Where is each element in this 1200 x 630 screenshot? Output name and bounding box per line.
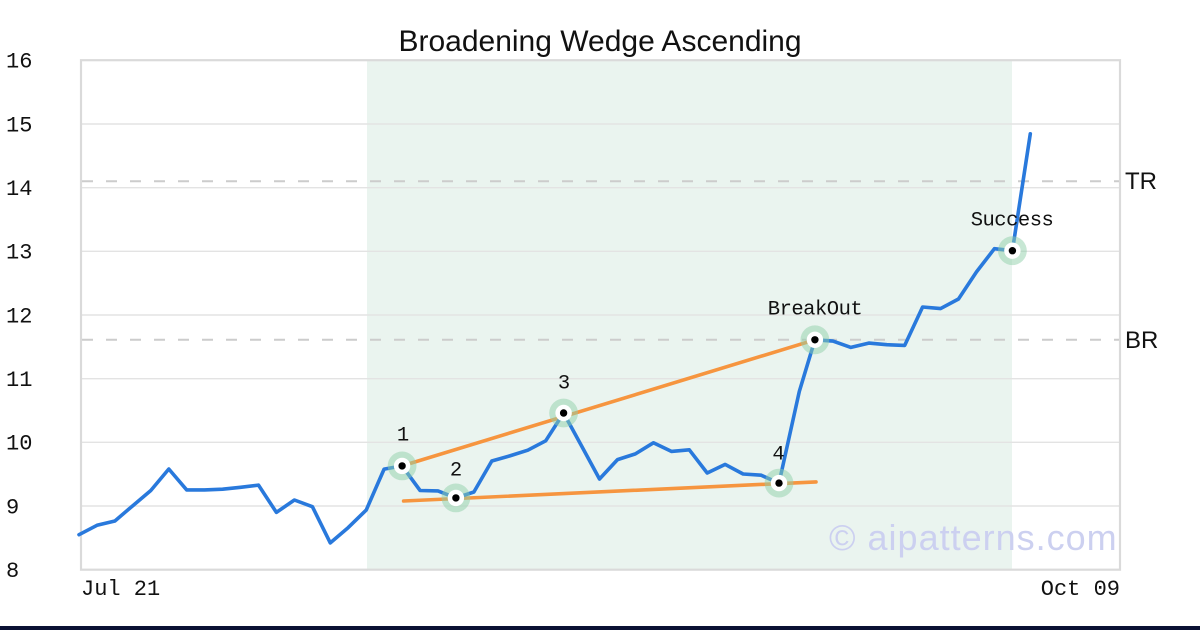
svg-text:16: 16 <box>6 50 32 75</box>
svg-text:12: 12 <box>6 304 32 329</box>
svg-text:2: 2 <box>450 460 462 483</box>
svg-text:3: 3 <box>558 373 570 396</box>
svg-text:11: 11 <box>6 368 32 393</box>
svg-text:9: 9 <box>6 495 19 520</box>
svg-text:10: 10 <box>6 432 32 457</box>
svg-text:BreakOut: BreakOut <box>768 299 862 322</box>
svg-text:Broadening Wedge Ascending: Broadening Wedge Ascending <box>398 25 801 58</box>
svg-text:Success: Success <box>971 210 1054 233</box>
svg-text:BR: BR <box>1125 327 1158 354</box>
svg-text:1: 1 <box>397 425 409 448</box>
svg-text:© aipatterns.com: © aipatterns.com <box>829 517 1118 558</box>
svg-text:Jul 21: Jul 21 <box>81 577 160 602</box>
svg-text:15: 15 <box>6 113 32 138</box>
svg-text:8: 8 <box>6 559 19 584</box>
svg-text:14: 14 <box>6 177 32 202</box>
svg-text:13: 13 <box>6 241 32 266</box>
svg-text:TR: TR <box>1125 168 1157 195</box>
svg-text:Oct 09: Oct 09 <box>1041 577 1120 602</box>
svg-text:4: 4 <box>772 444 784 467</box>
